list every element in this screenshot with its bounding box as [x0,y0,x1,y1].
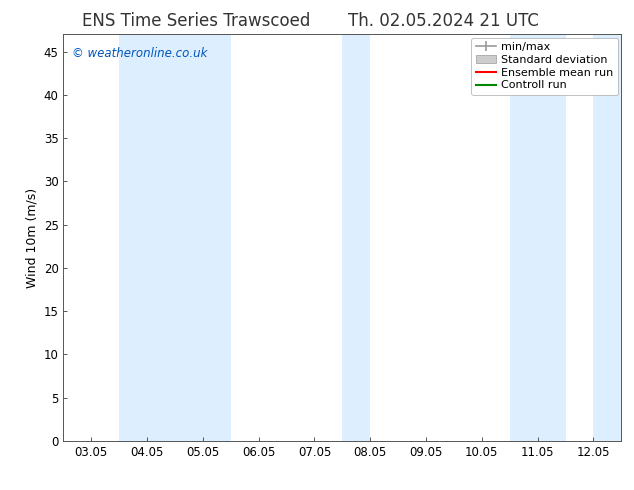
Legend: min/max, Standard deviation, Ensemble mean run, Controll run: min/max, Standard deviation, Ensemble me… [471,38,618,95]
Text: © weatheronline.co.uk: © weatheronline.co.uk [72,47,207,59]
Text: Th. 02.05.2024 21 UTC: Th. 02.05.2024 21 UTC [348,12,540,30]
Bar [593,34,621,441]
Bar [342,34,370,441]
Y-axis label: Wind 10m (m/s): Wind 10m (m/s) [25,188,38,288]
Bar [510,34,566,441]
Bar [119,34,231,441]
Text: ENS Time Series Trawscoed: ENS Time Series Trawscoed [82,12,311,30]
